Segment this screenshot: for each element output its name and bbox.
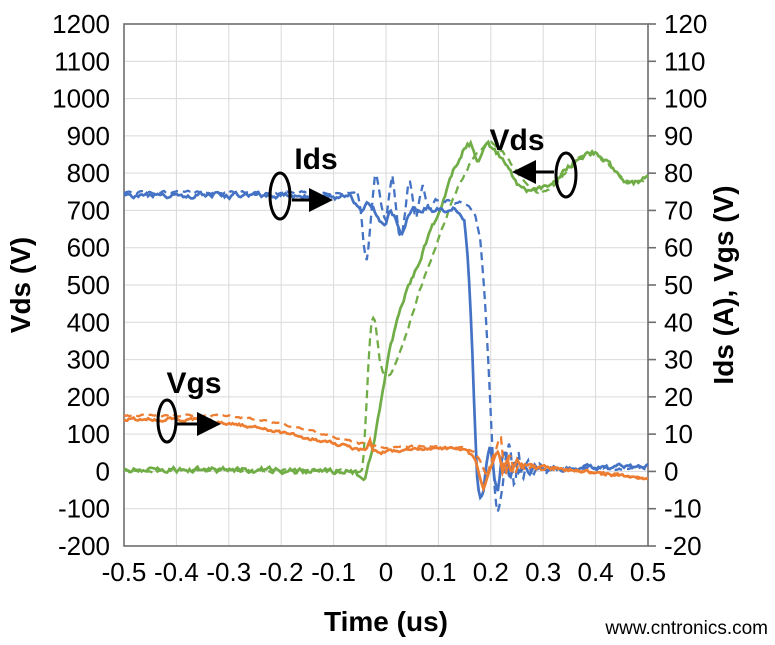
right-tick-label: 60 <box>664 233 693 263</box>
x-tick-label: -0.3 <box>206 557 251 587</box>
x-tick-label: 0.5 <box>630 557 666 587</box>
vds-annotation-ellipse <box>554 151 578 199</box>
x-tick-label: 0.4 <box>578 557 614 587</box>
right-tick-label: 0 <box>664 456 678 486</box>
right-tick-label: 50 <box>664 270 693 300</box>
ids-annotation-ellipse <box>268 171 292 221</box>
right-tick-label: 70 <box>664 195 693 225</box>
right-tick-label: 40 <box>664 307 693 337</box>
right-axis-title: Ids (A), Vgs (V) <box>708 185 739 384</box>
left-tick-label: 100 <box>67 419 110 449</box>
vgs-annotation-ellipse <box>156 398 178 444</box>
right-tick-label: 100 <box>664 84 707 114</box>
right-tick-label: 120 <box>664 9 707 39</box>
x-tick-label: 0.2 <box>473 557 509 587</box>
left-tick-label: 700 <box>67 195 110 225</box>
annotation-vgs: Vgs <box>156 367 222 444</box>
x-axis-title: Time (us) <box>324 606 448 637</box>
left-tick-label: 800 <box>67 158 110 188</box>
left-tick-label: -100 <box>58 494 110 524</box>
right-tick-label: 90 <box>664 121 693 151</box>
x-tick-label: 0 <box>379 557 393 587</box>
right-tick-label: 20 <box>664 382 693 412</box>
right-tick-label: -10 <box>664 494 702 524</box>
right-tick-label: 110 <box>664 46 705 76</box>
x-tick-label: 0.1 <box>420 557 456 587</box>
x-tick-label: -0.4 <box>154 557 199 587</box>
x-tick-label: 0.3 <box>525 557 561 587</box>
x-tick-label: -0.5 <box>102 557 147 587</box>
left-tick-label: 400 <box>67 307 110 337</box>
series-Vds-solid <box>123 139 649 482</box>
left-tick-label: -200 <box>58 531 110 561</box>
right-tick-label: 10 <box>664 419 693 449</box>
vds-annotation-label: Vds <box>489 124 544 157</box>
vgs-annotation-label: Vgs <box>166 367 221 400</box>
left-tick-label: 1100 <box>54 46 110 76</box>
left-tick-label: 300 <box>67 345 110 375</box>
right-tick-label: 80 <box>664 158 693 188</box>
left-tick-label: 1200 <box>52 9 110 39</box>
watermark-text: www.cntronics.com <box>604 618 768 639</box>
left-tick-label: 600 <box>67 233 110 263</box>
left-tick-label: 1000 <box>52 84 110 114</box>
left-tick-label: 500 <box>67 270 110 300</box>
plot-border <box>123 23 649 547</box>
data-series <box>123 139 649 512</box>
x-tick-label: -0.2 <box>259 557 304 587</box>
annotation-vds: Vds <box>489 124 578 199</box>
left-tick-label: 200 <box>67 382 110 412</box>
left-tick-label: 900 <box>67 121 110 151</box>
x-tick-label: -0.1 <box>311 557 356 587</box>
left-axis-title: Vds (V) <box>5 237 36 333</box>
right-tick-label: -20 <box>664 531 702 561</box>
annotation-ids: Ids <box>268 143 338 221</box>
right-tick-label: 30 <box>664 345 693 375</box>
ids-annotation-label: Ids <box>294 143 337 176</box>
left-tick-label: 0 <box>96 456 110 486</box>
axis-tick-labels: -0.5 -0.4 -0.3 -0.2 -0.1 0 0.1 0.2 0.3 0.4 0.51200… <box>52 9 707 587</box>
